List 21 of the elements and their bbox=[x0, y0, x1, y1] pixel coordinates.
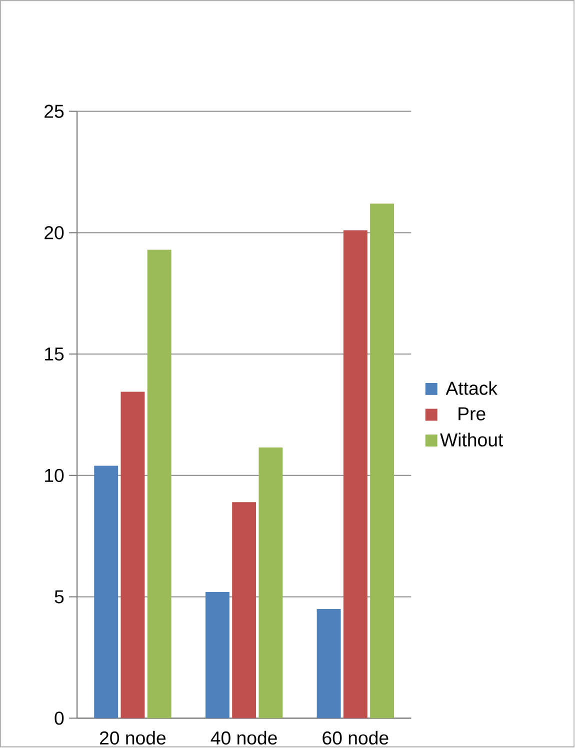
y-tick-label: 20 bbox=[44, 226, 64, 240]
bar bbox=[120, 392, 145, 718]
bar bbox=[206, 592, 230, 718]
y-tick-label: 25 bbox=[44, 104, 64, 118]
y-tick-label: 15 bbox=[45, 348, 64, 361]
bar bbox=[232, 502, 256, 718]
bar bbox=[316, 608, 341, 718]
x-tick-label: 60 node bbox=[322, 730, 388, 745]
legend-label: Pre bbox=[458, 407, 486, 420]
bar bbox=[258, 448, 283, 718]
y-tick-label: 10 bbox=[45, 468, 64, 482]
legend-label: Attack bbox=[446, 381, 498, 395]
y-tick-label: 0 bbox=[54, 712, 64, 725]
bar bbox=[370, 204, 394, 718]
legend-label: Without bbox=[440, 432, 504, 447]
bar bbox=[94, 466, 118, 718]
bar bbox=[148, 250, 172, 718]
x-tick-label: 40 node bbox=[210, 730, 278, 745]
bar bbox=[344, 230, 368, 718]
y-tick-label: 5 bbox=[54, 590, 64, 604]
x-tick-label: 20 node bbox=[100, 730, 166, 745]
